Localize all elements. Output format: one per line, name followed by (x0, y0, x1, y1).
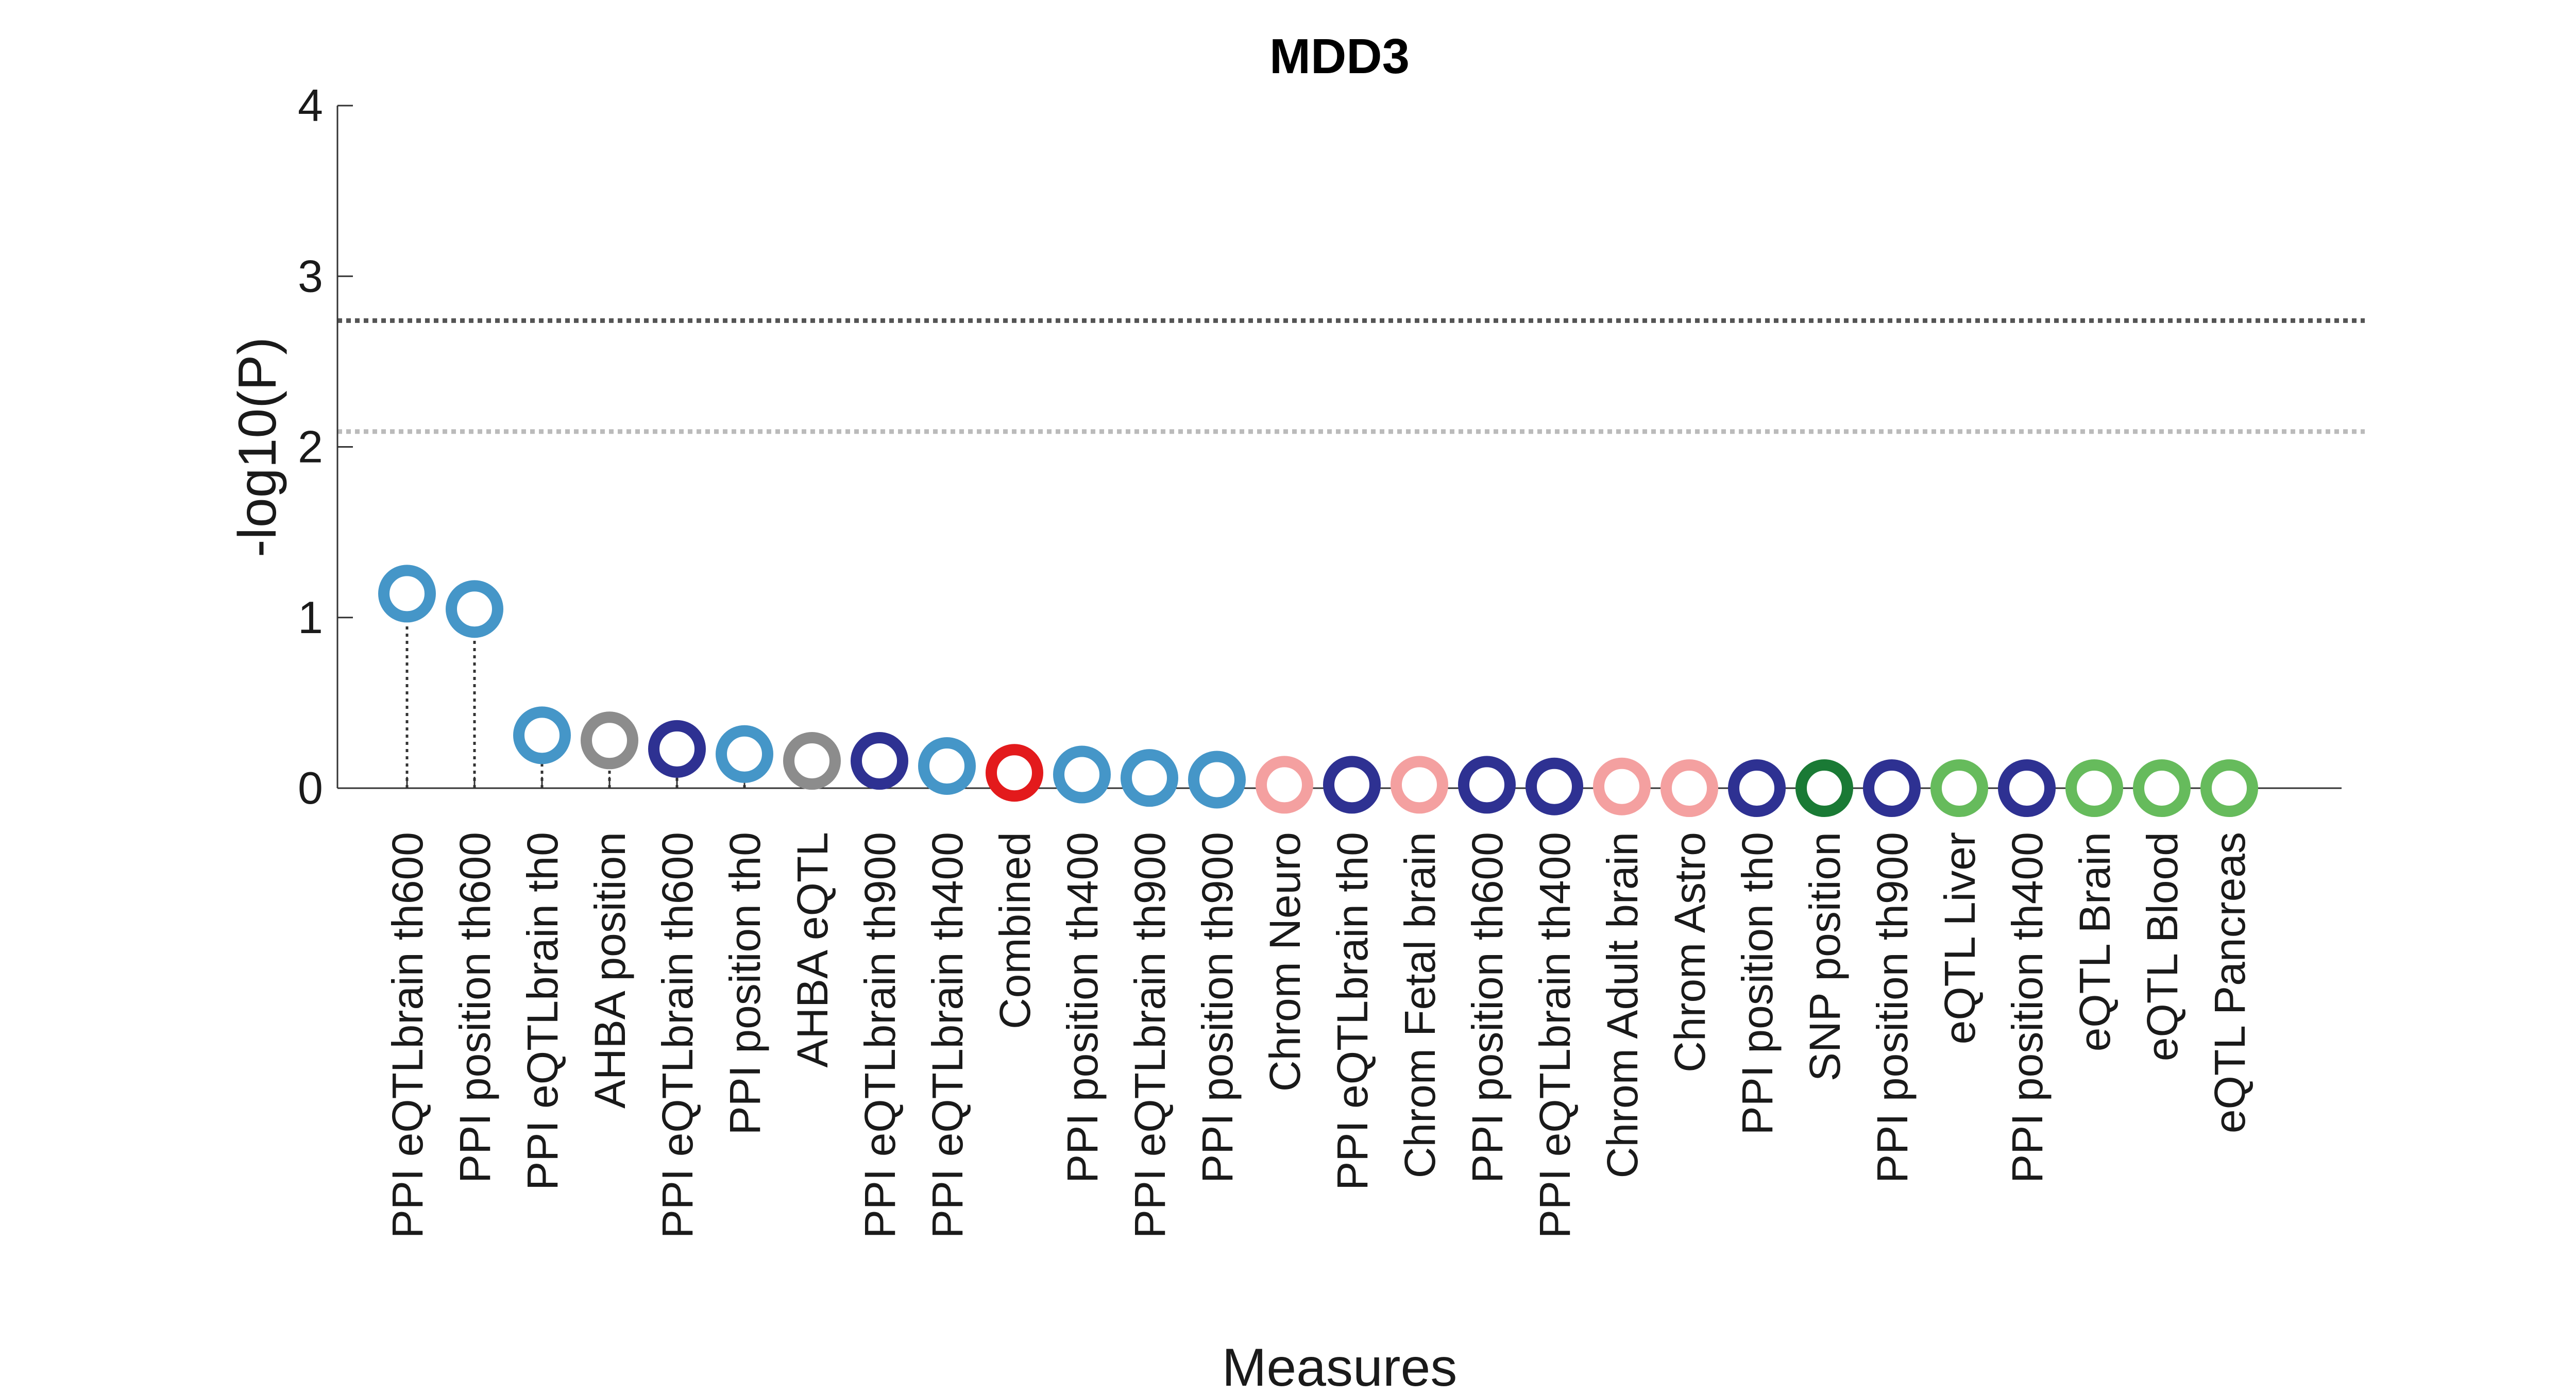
category-label: AHBA position (586, 832, 634, 1109)
category-label: PPI eQTLbrain th400 (923, 832, 972, 1238)
category-label: eQTL Pancreas (2206, 832, 2254, 1133)
plot-area: 0 1 2 3 4 PPI eQTLbrain th600 PPI position th… (298, 80, 2365, 1238)
y-tick-label: 4 (298, 80, 323, 131)
category-label: Chrom Astro (1666, 832, 1714, 1073)
data-point (1593, 757, 1651, 815)
data-point (1323, 756, 1381, 814)
category-label: PPI position th900 (1193, 832, 1242, 1183)
category-label: PPI eQTLbrain th900 (856, 832, 904, 1238)
data-point (783, 732, 841, 790)
category-label: PPI eQTLbrain th600 (383, 832, 432, 1238)
data-point (2065, 759, 2123, 817)
data-point (1728, 759, 1786, 817)
data-point (1795, 759, 1853, 817)
category-label: PPI position th400 (1058, 832, 1107, 1183)
data-point (1998, 759, 2056, 817)
y-axis: 0 1 2 3 4 (298, 80, 353, 813)
category-labels: PPI eQTLbrain th600 PPI position th600 PPI… (383, 832, 2254, 1238)
data-point (581, 711, 638, 770)
data-point (1526, 757, 1583, 815)
reference-lines (337, 318, 2365, 434)
data-point (1458, 756, 1516, 814)
chart-title: MDD3 (1269, 29, 1410, 84)
y-tick-label: 0 (298, 762, 323, 813)
category-label: AHBA eQTL (788, 832, 837, 1068)
data-point (1930, 759, 1988, 817)
y-tick-label: 2 (298, 421, 323, 472)
data-point (986, 744, 1043, 802)
data-point (1863, 759, 1921, 817)
category-label: Combined (991, 832, 1039, 1029)
y-tick-label: 1 (298, 592, 323, 643)
category-label: PPI position th400 (2003, 832, 2052, 1183)
y-axis-label: -log10(P) (228, 337, 287, 557)
data-point (1391, 756, 1448, 814)
category-label: SNP position (1801, 832, 1849, 1081)
category-label: Chrom Neuro (1261, 832, 1309, 1092)
data-point (446, 580, 503, 638)
y-tick-label: 3 (298, 250, 323, 301)
category-label: Chrom Adult brain (1598, 832, 1647, 1178)
category-label: PPI position th0 (721, 832, 769, 1135)
category-label: PPI position th0 (1733, 832, 1782, 1135)
category-label: PPI position th600 (1463, 832, 1512, 1183)
category-label: PPI eQTLbrain th0 (518, 832, 567, 1190)
category-label: eQTL Liver (1936, 832, 1984, 1044)
data-point (648, 720, 706, 778)
x-axis-label: Measures (1222, 1338, 1458, 1395)
category-label: PPI position th900 (1868, 832, 1917, 1183)
data-point (1188, 751, 1246, 809)
data-point (918, 737, 976, 795)
category-label: PPI eQTLbrain th900 (1126, 832, 1174, 1238)
category-label: PPI eQTLbrain th0 (1328, 832, 1377, 1190)
data-point (2200, 759, 2258, 817)
category-label: PPI eQTLbrain th600 (653, 832, 702, 1238)
data-point (1256, 756, 1313, 814)
markers (378, 565, 2258, 817)
data-point (2133, 759, 2191, 817)
data-point (1121, 749, 1178, 807)
data-point (1053, 745, 1111, 804)
category-label: eQTL Blood (2138, 832, 2187, 1061)
data-point (1660, 759, 1718, 817)
data-point (851, 732, 908, 790)
data-point (716, 725, 773, 783)
data-point (513, 706, 571, 764)
category-label: eQTL Brain (2071, 832, 2119, 1051)
category-label: PPI eQTLbrain th400 (1531, 832, 1579, 1238)
category-label: PPI position th600 (451, 832, 499, 1183)
data-point (378, 565, 436, 623)
category-label: Chrom Fetal brain (1396, 832, 1444, 1178)
